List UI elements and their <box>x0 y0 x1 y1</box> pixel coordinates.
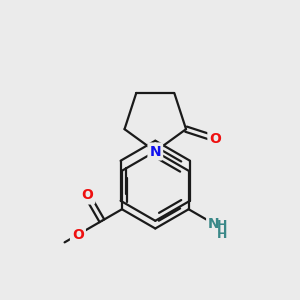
Text: N: N <box>208 217 220 231</box>
Text: H: H <box>217 228 227 241</box>
Text: N: N <box>149 145 161 158</box>
Text: O: O <box>81 188 93 203</box>
Text: H: H <box>217 219 227 232</box>
Text: O: O <box>209 132 221 146</box>
Text: O: O <box>72 228 84 242</box>
